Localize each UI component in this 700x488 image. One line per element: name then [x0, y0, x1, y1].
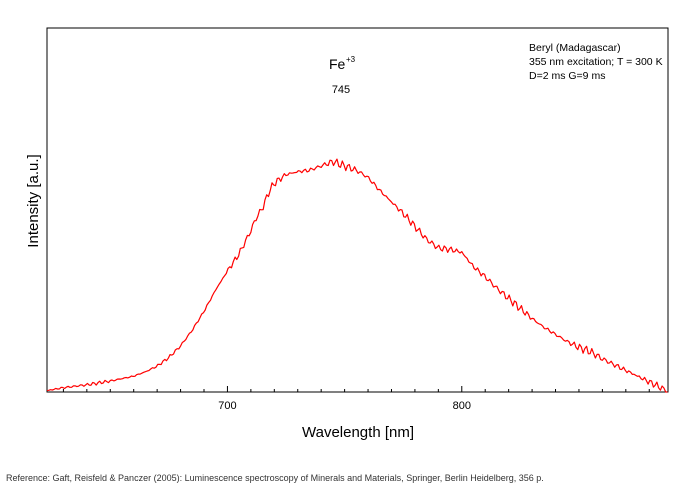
info-box: Beryl (Madagascar) 355 nm excitation; T …	[529, 42, 663, 82]
peak-annotation: Fe +3 745	[329, 55, 356, 96]
reference-note: Reference: Gaft, Reisfeld & Panczer (200…	[6, 473, 544, 483]
x-tick-label: 700	[218, 400, 236, 412]
annotation-peak-label: 745	[332, 84, 350, 96]
y-axis-label: Intensity [a.u.]	[25, 154, 42, 247]
x-tick-label: 800	[453, 400, 471, 412]
x-axis-label: Wavelength [nm]	[302, 424, 414, 441]
spectrum-chart: 700 800 Wavelength [nm] Intensity [a.u.] …	[25, 27, 669, 441]
series-line-fe3	[46, 158, 668, 393]
info-line-sample: Beryl (Madagascar)	[529, 42, 621, 54]
info-line-delay-gate: D=2 ms G=9 ms	[529, 70, 605, 82]
annotation-ion-label: Fe	[329, 56, 346, 72]
info-line-excitation: 355 nm excitation; T = 300 K	[529, 56, 663, 68]
plot-frame	[46, 27, 669, 393]
x-axis-ticks	[62, 386, 650, 392]
annotation-ion-superscript: +3	[346, 55, 356, 64]
x-axis-tick-labels: 700 800	[218, 400, 471, 412]
